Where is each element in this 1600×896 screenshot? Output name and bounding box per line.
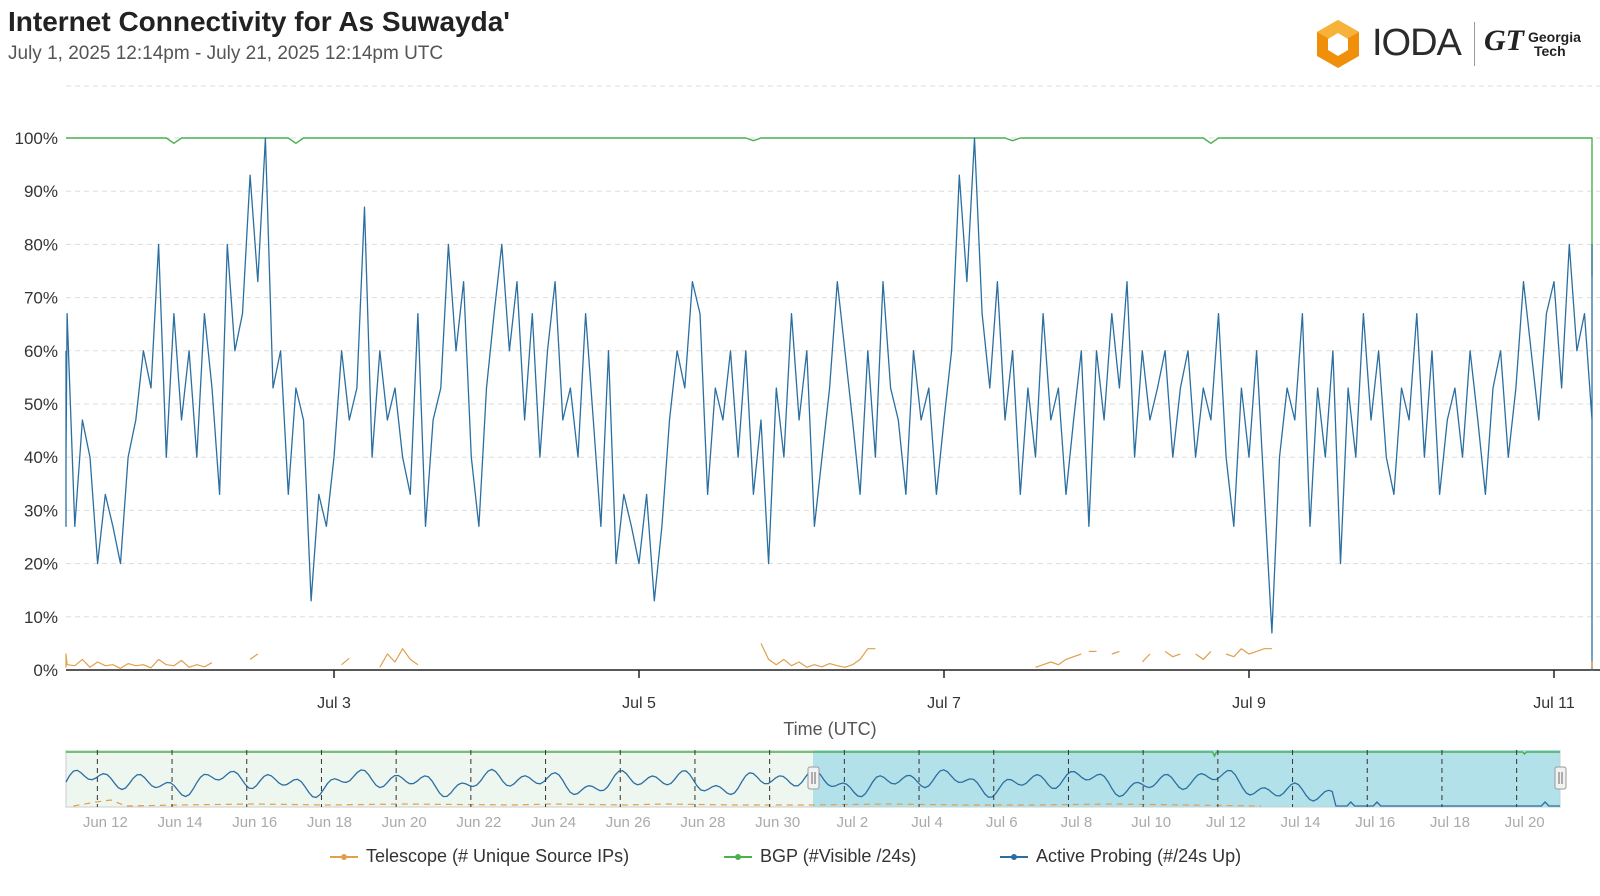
y-tick-label: 40%	[24, 448, 58, 467]
georgia-tech-line1: Georgia	[1528, 29, 1581, 45]
telescope-series-line	[1225, 648, 1272, 658]
georgia-tech-line2: Tech	[1534, 43, 1566, 59]
chart-title: Internet Connectivity for As Suwayda'	[8, 6, 510, 37]
y-tick-label: 30%	[24, 501, 58, 520]
main-series	[65, 137, 1593, 671]
active-probing-legend-icon	[1000, 851, 1028, 863]
georgia-tech-mark: GT	[1484, 24, 1524, 57]
navigator-tick-label: Jul 6	[986, 814, 1018, 831]
navigator-tick-label: Jul 8	[1061, 814, 1093, 831]
telescope-series-line	[379, 648, 419, 668]
navigator-body	[65, 750, 1561, 808]
x-tick-label: Jul 7	[927, 695, 961, 712]
navigator-selection[interactable]	[813, 750, 1560, 807]
navigator-tick-label: Jul 20	[1505, 814, 1545, 831]
georgia-tech-name: Georgia Tech	[1528, 30, 1581, 58]
x-tick-label: Jul 3	[317, 695, 351, 712]
navigator-tick-label: Jun 30	[755, 814, 800, 831]
telescope-series-line	[1195, 650, 1212, 660]
navigator-tick-label: Jul 12	[1206, 814, 1246, 831]
y-tick-label: 10%	[24, 608, 58, 627]
bgp-legend-icon	[724, 851, 752, 863]
legend-item-active-probing[interactable]: Active Probing (#/24s Up)	[1000, 846, 1241, 867]
telescope-series-line	[341, 657, 350, 666]
navigator-tick-label: Jul 18	[1430, 814, 1470, 831]
navigator-tick-label: Jul 16	[1355, 814, 1395, 831]
navigator-tick-label: Jul 2	[837, 814, 869, 831]
navigator-x-ticks: Jun 12 Jun 14 Jun 16 Jun 18 Jun 20 Jun 22 Jun …	[83, 750, 1545, 831]
navigator-tick-label: Jul 4	[911, 814, 943, 831]
bgp-series-line	[66, 137, 1593, 277]
y-tick-label: 80%	[24, 235, 58, 254]
ioda-hexagon-icon	[1317, 20, 1359, 68]
telescope-series-line	[249, 653, 259, 660]
navigator-tick-label: Jun 18	[307, 814, 352, 831]
main-chart[interactable]: 0% 10% 20% 30% 40% 50% 60% 70% 80% 90% 100% Jul 3 J…	[0, 0, 1600, 740]
x-tick-label: Jul 11	[1533, 695, 1575, 712]
legend-label-bgp: BGP (#Visible /24s)	[760, 846, 917, 866]
navigator-tick-label: Jul 14	[1281, 814, 1321, 831]
telescope-series-line	[1164, 650, 1181, 658]
navigator[interactable]: Jun 12 Jun 14 Jun 16 Jun 18 Jun 20 Jun 22 Jun …	[0, 750, 1600, 850]
y-tick-label: 70%	[24, 289, 58, 308]
telescope-series-line	[1141, 653, 1151, 663]
y-tick-label: 90%	[24, 182, 58, 201]
x-tick-label: Jul 9	[1232, 695, 1266, 712]
chart-subtitle: July 1, 2025 12:14pm - July 21, 2025 12:…	[8, 43, 444, 64]
navigator-tick-label: Jun 12	[83, 814, 128, 831]
telescope-series-line	[65, 653, 213, 669]
navigator-handles[interactable]	[807, 766, 1567, 790]
navigator-tick-label: Jun 26	[606, 814, 651, 831]
logo-separator	[1474, 22, 1475, 66]
navigator-tick-label: Jul 10	[1131, 814, 1171, 831]
legend-item-telescope[interactable]: Telescope (# Unique Source IPs)	[330, 846, 629, 867]
x-axis-title: Time (UTC)	[783, 719, 876, 739]
navigator-telescope-line	[73, 799, 1262, 807]
telescope-series-line	[1035, 653, 1082, 668]
y-tick-label: 100%	[15, 129, 58, 148]
y-tick-label: 0%	[33, 661, 58, 680]
navigator-tick-label: Jun 14	[158, 814, 203, 831]
legend-label-telescope: Telescope (# Unique Source IPs)	[366, 846, 630, 866]
logo-area: IODA GT Georgia Tech	[1314, 18, 1594, 70]
main-grid	[66, 85, 1600, 671]
telescope-series-line	[1111, 650, 1120, 655]
telescope-series-line	[760, 643, 876, 668]
ioda-logo-text: IODA	[1372, 22, 1462, 64]
navigator-tick-label: Jun 20	[382, 814, 427, 831]
navigator-bgp-line	[66, 751, 1560, 758]
active-probing-series-line	[65, 137, 1593, 671]
y-tick-label: 20%	[24, 555, 58, 574]
y-axis-ticks: 0% 10% 20% 30% 40% 50% 60% 70% 80% 90% 100%	[15, 129, 58, 680]
navigator-tick-label: Jun 22	[456, 814, 501, 831]
y-tick-label: 60%	[24, 342, 58, 361]
legend: Telescope (# Unique Source IPs) BGP (#Vi…	[0, 846, 1600, 870]
legend-item-bgp[interactable]: BGP (#Visible /24s)	[724, 846, 916, 867]
legend-label-active-probing: Active Probing (#/24s Up)	[1036, 846, 1242, 866]
navigator-tick-label: Jun 24	[531, 814, 576, 831]
navigator-tick-label: Jun 16	[232, 814, 277, 831]
navigator-left-handle[interactable]	[807, 766, 820, 790]
navigator-tick-label: Jun 28	[680, 814, 725, 831]
y-tick-label: 50%	[24, 395, 58, 414]
navigator-right-handle[interactable]	[1554, 766, 1567, 790]
x-tick-label: Jul 5	[622, 695, 656, 712]
telescope-legend-icon	[330, 851, 358, 863]
